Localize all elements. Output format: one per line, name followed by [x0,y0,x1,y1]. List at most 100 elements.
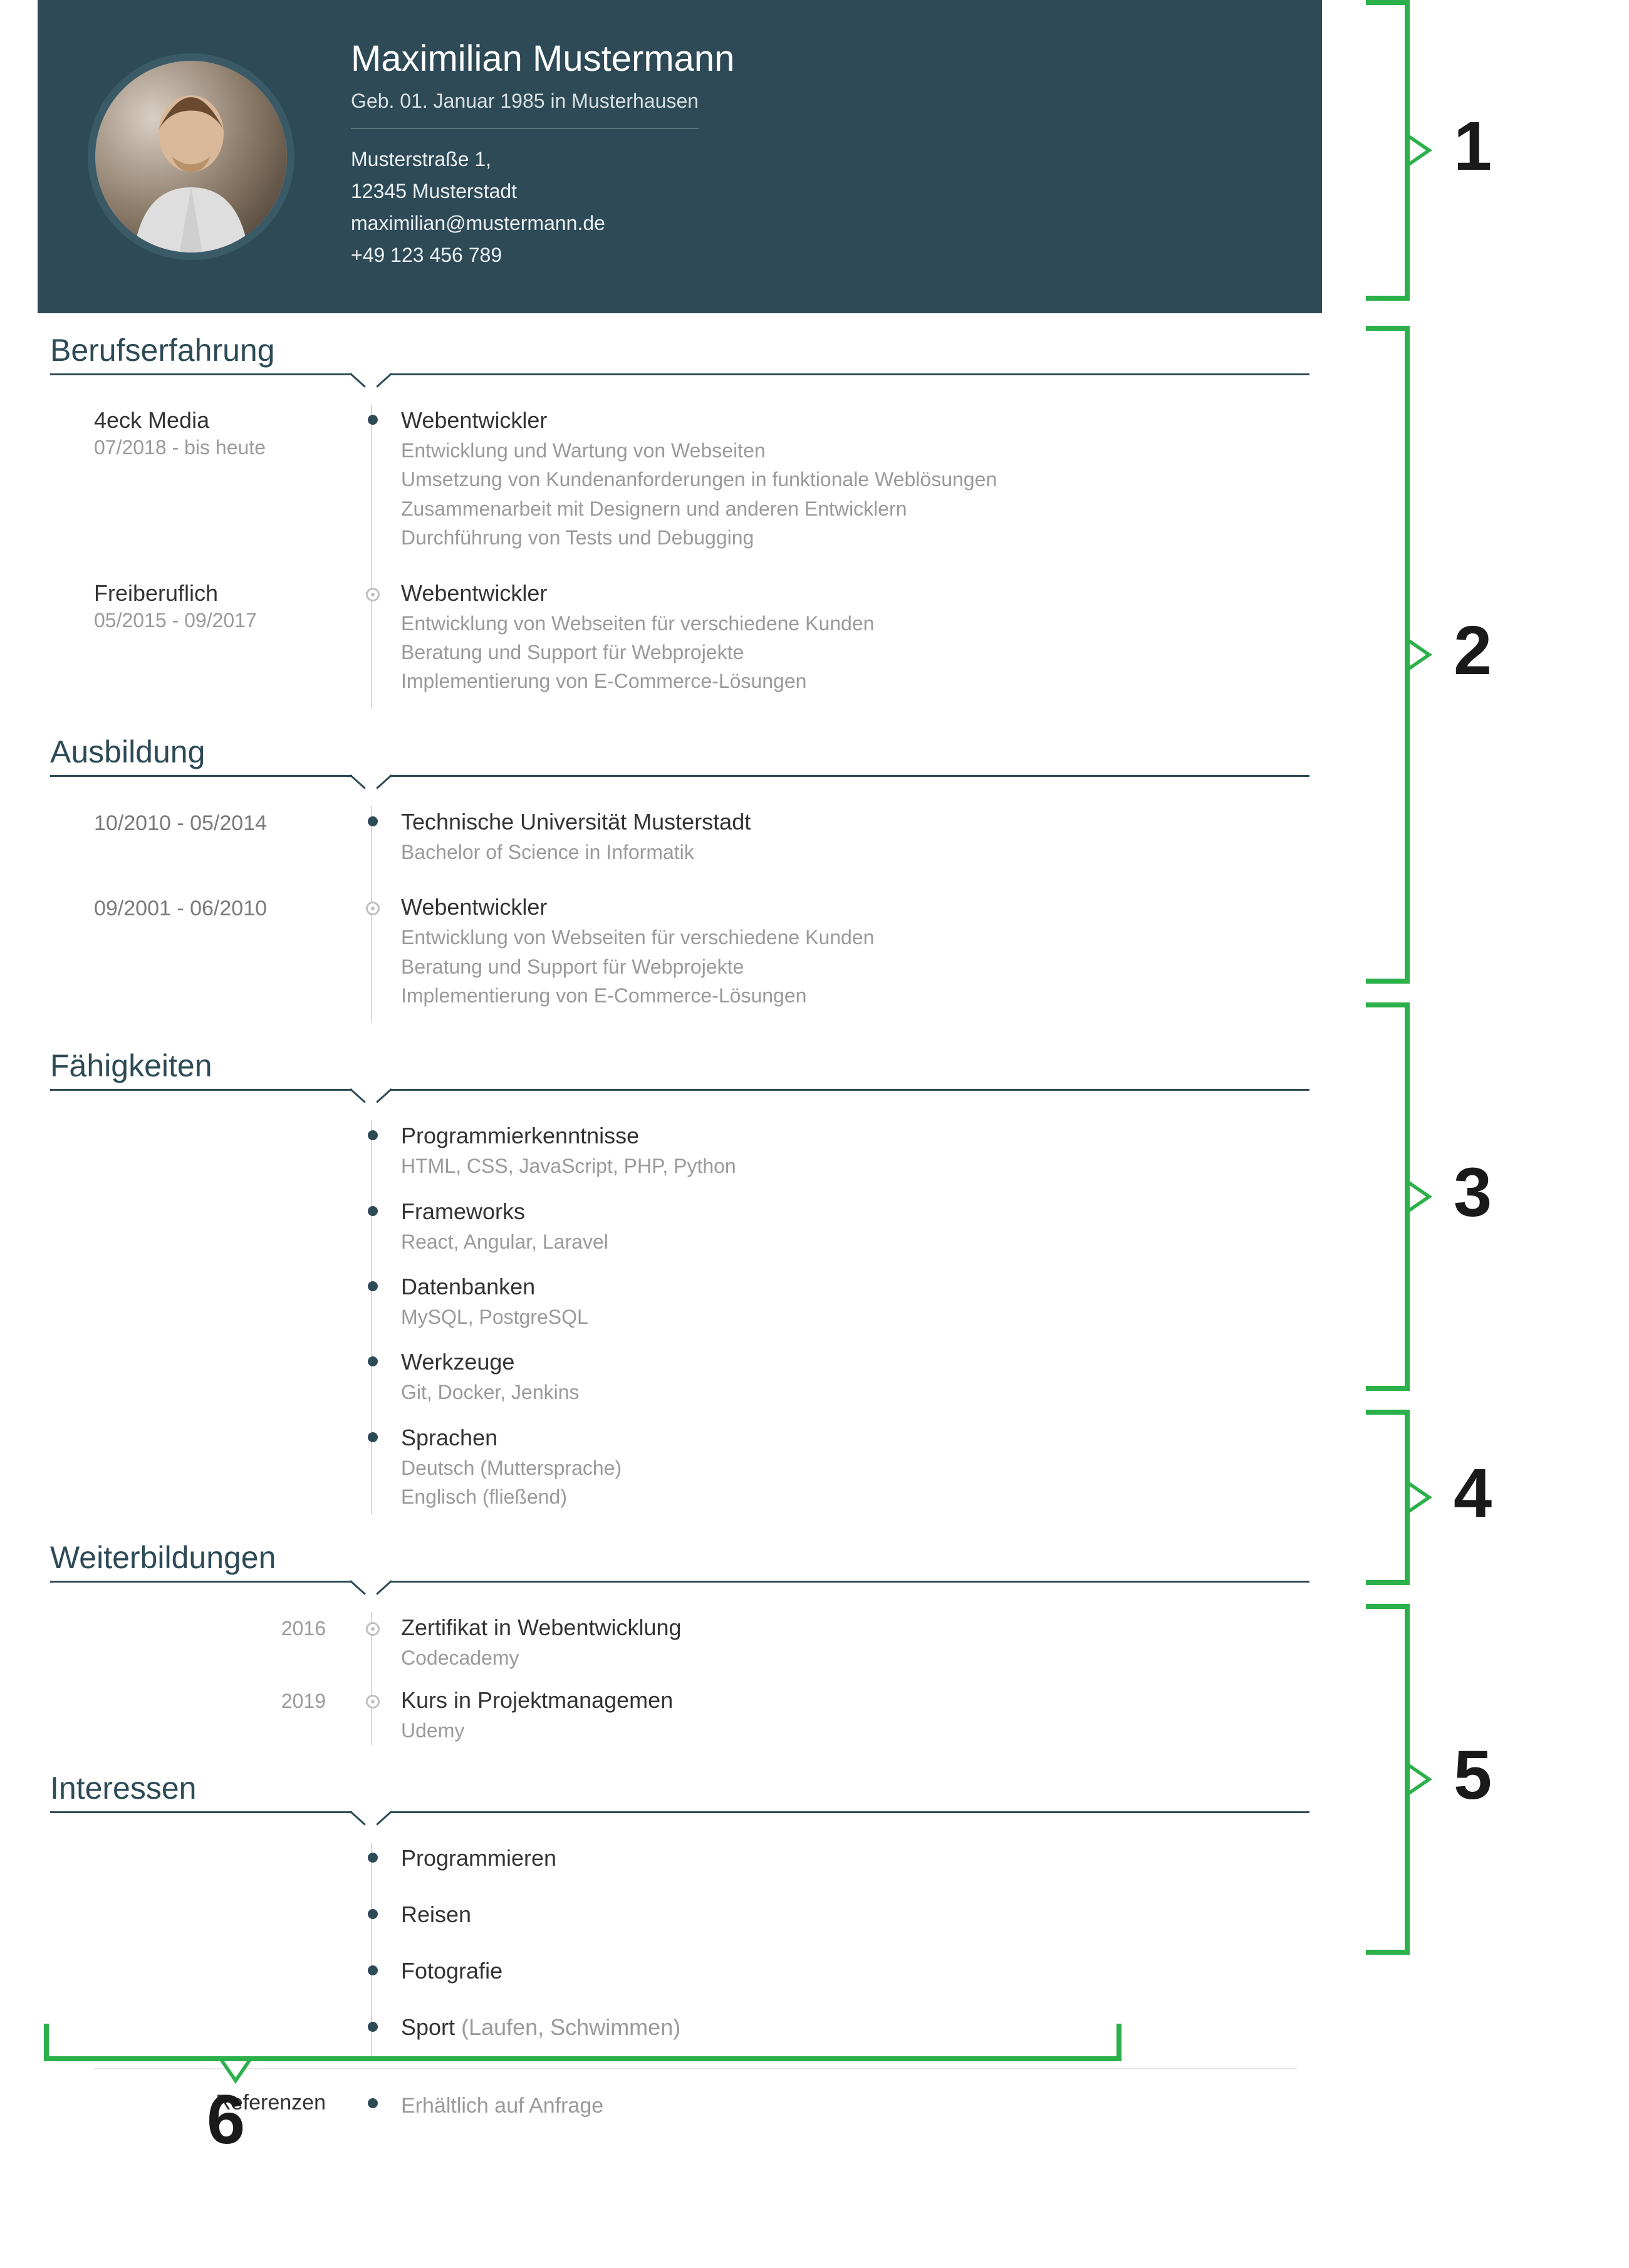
entry-role: Webentwickler [401,894,1297,920]
entry-dates: 09/2001 - 06/2010 [94,897,345,921]
experience-entry: 4eck Media 07/2018 - bis heute Webentwic… [50,398,1322,571]
timeline-dot [368,2098,378,2108]
section-training: Weiterbildungen 2016 Zertifikat in Weben… [38,1521,1322,1752]
annotation-number: 5 [1454,1735,1492,1815]
birth-line: Geb. 01. Januar 1985 in Musterhausen [351,90,699,129]
timeline-dot [368,1853,378,1863]
interest-entry: Reisen [50,1893,1322,1949]
skill-name: Datenbanken [401,1274,1297,1300]
education-entries: 10/2010 - 05/2014 Technische Universität… [38,800,1322,1029]
annotation-bracket [1335,1604,1410,1955]
skill-name: Frameworks [401,1199,1297,1225]
skill-name: Programmierkenntnisse [401,1123,1297,1149]
education-entry: 09/2001 - 06/2010 Webentwickler Entwickl… [50,885,1322,1029]
resume-document: Maximilian Mustermann Geb. 01. Januar 19… [38,0,1322,2141]
annotation-number: 1 [1454,107,1492,186]
timeline-dot [368,816,378,826]
entry-description: Entwicklung und Wartung von Webseiten Um… [401,436,1297,553]
skill-detail: Englisch (fließend) [401,1482,1297,1511]
interest-entry: Programmieren [50,1836,1322,1893]
entry-role: Technische Universität Musterstadt [401,809,1297,835]
timeline-dot [368,415,378,425]
annotation-bracket [1335,1002,1410,1391]
training-entry: 2019 Kurs in Projektmanagemen Udemy [50,1678,1322,1751]
address-line-1: Musterstraße 1, [351,148,734,171]
skill-name: Werkzeuge [401,1349,1297,1375]
person-icon [95,61,287,252]
skill-entry: Programmierkenntnisse HTML, CSS, JavaScr… [50,1114,1322,1189]
interest-label: Reisen [401,1901,1297,1928]
entry-company: Freiberuflich [94,580,345,606]
skills-entries: Programmierkenntnisse HTML, CSS, JavaScr… [38,1114,1322,1520]
timeline-dot [368,1965,378,1975]
section-title: Berufserfahrung [38,332,1322,373]
timeline-dot [368,1432,378,1442]
entry-dates: 05/2015 - 09/2017 [94,609,345,632]
email-line: maximilian@mustermann.de [351,212,734,235]
section-title: Fähigkeiten [38,1048,1322,1089]
timeline-dot [368,1356,378,1366]
interest-entry: Fotografie [50,1949,1322,2005]
avatar-frame [88,53,294,260]
entry-description: Entwicklung von Webseiten für verschiede… [401,923,1297,1010]
section-underline [38,1089,1322,1108]
section-skills: Fähigkeiten Programmierkenntnisse HTML, … [38,1029,1322,1520]
entry-description: Entwicklung von Webseiten für verschiede… [401,609,1297,696]
annotation-bracket-bottom [44,2011,1122,2061]
entry-role: Webentwickler [401,407,1297,434]
section-title: Ausbildung [38,734,1322,775]
desc-line: Beratung und Support für Webprojekte [401,638,1297,667]
desc-line: Udemy [401,1716,1297,1745]
section-underline [38,1811,1322,1830]
desc-line: Entwicklung und Wartung von Webseiten [401,436,1297,465]
section-underline [38,1581,1322,1600]
skill-entry: Sprachen Deutsch (Muttersprache) Englisc… [50,1416,1322,1521]
annotation-number: 2 [1454,611,1492,690]
experience-entries: 4eck Media 07/2018 - bis heute Webentwic… [38,398,1322,715]
timeline-dot [368,1130,378,1140]
desc-line: Durchführung von Tests und Debugging [401,523,1297,552]
skill-detail: Deutsch (Muttersprache) [401,1454,1297,1482]
timeline-dot [366,1622,380,1636]
header-text-block: Maximilian Mustermann Geb. 01. Januar 19… [351,38,734,276]
section-title: Weiterbildungen [38,1539,1322,1581]
skill-detail: HTML, CSS, JavaScript, PHP, Python [401,1152,1297,1180]
desc-line: Codecademy [401,1643,1297,1672]
training-entries: 2016 Zertifikat in Webentwicklung Codeca… [38,1606,1322,1752]
annotation-bracket [1335,326,1410,984]
annotation-number: 4 [1454,1454,1492,1533]
annotation-number: 3 [1454,1153,1492,1232]
timeline-dot [366,902,380,915]
annotation-bracket [1335,1410,1410,1585]
timeline-dot [368,1909,378,1919]
avatar-photo [95,61,287,252]
section-education: Ausbildung 10/2010 - 05/2014 Technische … [38,715,1322,1029]
skill-detail: MySQL, PostgreSQL [401,1303,1297,1331]
references-label: Referenzen [50,2091,326,2115]
entry-role: Webentwickler [401,580,1297,606]
section-underline [38,775,1322,794]
timeline-dot [366,1695,380,1709]
entry-dates: 07/2018 - bis heute [94,436,345,459]
skill-name: Sprachen [401,1425,1297,1451]
timeline-dot [366,588,380,601]
skill-detail: React, Angular, Laravel [401,1227,1297,1256]
desc-line: Implementierung von E-Commerce-Lösungen [401,667,1297,695]
section-underline [38,373,1322,392]
interest-label: Fotografie [401,1958,1297,1984]
experience-entry: Freiberuflich 05/2015 - 09/2017 Webentwi… [50,571,1322,715]
education-entry: 10/2010 - 05/2014 Technische Universität… [50,800,1322,885]
phone-line: +49 123 456 789 [351,244,734,267]
references-text: Erhältlich auf Anfrage [401,2091,1297,2121]
entry-role: Kurs in Projektmanagemen [401,1687,1297,1714]
desc-line: Beratung und Support für Webprojekte [401,952,1297,981]
section-title: Interessen [38,1770,1322,1811]
skill-entry: Frameworks React, Angular, Laravel [50,1190,1322,1265]
desc-line: Entwicklung von Webseiten für verschiede… [401,923,1297,952]
desc-line: Umsetzung von Kundenanforderungen in fun… [401,465,1297,494]
address-line-2: 12345 Musterstadt [351,180,734,203]
person-name: Maximilian Mustermann [351,38,734,80]
skill-entry: Datenbanken MySQL, PostgreSQL [50,1265,1322,1340]
entry-dates: 2016 [50,1617,326,1640]
desc-line: Zusammenarbeit mit Designern und anderen… [401,494,1297,523]
